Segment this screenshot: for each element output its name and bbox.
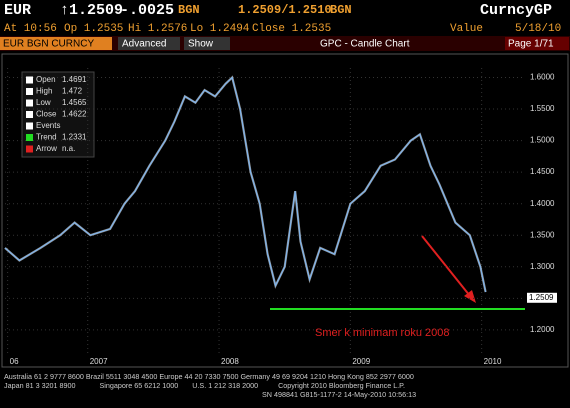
- legend-name: High: [36, 87, 52, 96]
- y-tick-label: 1.4000: [530, 199, 555, 208]
- header-field: CurncyGP: [480, 2, 552, 19]
- y-tick-label: 1.4500: [530, 167, 555, 176]
- chart-frame: [1, 53, 569, 368]
- tab-page[interactable]: [505, 37, 569, 50]
- legend-swatch: [26, 99, 33, 107]
- legend-value: 1.4565: [62, 98, 87, 107]
- annotation-arrowhead: [464, 290, 476, 303]
- tab-security[interactable]: [0, 37, 112, 50]
- legend-value: 1.4691: [62, 75, 87, 84]
- annotation: Smer k minimam roku 2008: [315, 327, 450, 339]
- tab-label: GPC - Candle Chart: [320, 39, 410, 50]
- legend-value: n.a.: [62, 144, 75, 153]
- x-tick-label: 06: [10, 357, 19, 366]
- legend-value: 1.2331: [62, 133, 87, 142]
- y-tick-label: 1.3500: [530, 230, 555, 239]
- legend-name: Low: [36, 98, 51, 107]
- x-tick-label: 2010: [484, 357, 502, 366]
- y-tick-label: 1.5500: [530, 104, 555, 113]
- x-tick-label: 2007: [90, 357, 108, 366]
- price-line: [4, 76, 487, 293]
- last-price-box: [527, 292, 557, 303]
- header-field: Value: [450, 23, 483, 35]
- legend-swatch: [26, 111, 33, 118]
- header-field: Lo 1.2494: [190, 23, 250, 35]
- legend-swatch: [26, 134, 33, 141]
- tab-show[interactable]: [184, 37, 230, 50]
- legend-swatch: [26, 122, 33, 130]
- tab-label: EUR BGN CURNCY: [3, 39, 94, 50]
- header-field: Hi 1.2576: [128, 23, 187, 35]
- header-field: BGN: [178, 3, 200, 17]
- tab-label: Page 1/71: [508, 39, 554, 50]
- footer-line: SN 498841 G815-1177-2 14-May-2010 10:56:…: [262, 390, 416, 399]
- header-field: -.0025: [120, 2, 174, 19]
- header-field: EUR: [4, 2, 31, 19]
- legend-box: [21, 71, 95, 158]
- legend-value: 1.472: [62, 87, 83, 96]
- x-tick-label: 2009: [352, 357, 370, 366]
- legend-value: 1.4622: [62, 110, 87, 119]
- annotation-arrow: [421, 235, 471, 297]
- header-field: 1.2509/1.2510: [238, 3, 332, 17]
- legend-swatch: [26, 76, 33, 84]
- footer-line: Japan 81 3 3201 8900 Singapore 65 6212 1…: [4, 381, 405, 390]
- y-tick-label: 1.6000: [530, 73, 555, 82]
- footer-line: Australia 61 2 9777 8600 Brazil 5511 304…: [4, 372, 414, 381]
- y-tick-label: 1.2000: [530, 325, 555, 334]
- header-field: ↑1.2509: [60, 2, 123, 19]
- header-field: At 10:56: [4, 23, 57, 35]
- legend-swatch: [26, 145, 33, 153]
- legend-name: Close: [36, 110, 57, 119]
- legend-swatch: [26, 88, 33, 95]
- legend-name: Trend: [36, 133, 57, 142]
- legend-name: Events: [36, 121, 60, 130]
- tab-label: Show: [188, 39, 214, 50]
- header-field: BGN: [330, 3, 352, 17]
- legend-name: Open: [36, 75, 56, 84]
- tab-advanced[interactable]: [118, 37, 180, 50]
- tab-label: Advanced: [122, 39, 166, 50]
- header-field: Op 1.2535: [64, 23, 123, 35]
- header-field: Close 1.2535: [252, 23, 331, 35]
- header-field: 5/18/10: [515, 23, 561, 35]
- x-tick-label: 2008: [221, 357, 239, 366]
- y-tick-label: 1.5000: [530, 136, 555, 145]
- legend-name: Arrow: [36, 144, 57, 153]
- last-price-label: 1.2509: [529, 293, 554, 302]
- y-tick-label: 1.3000: [530, 262, 555, 271]
